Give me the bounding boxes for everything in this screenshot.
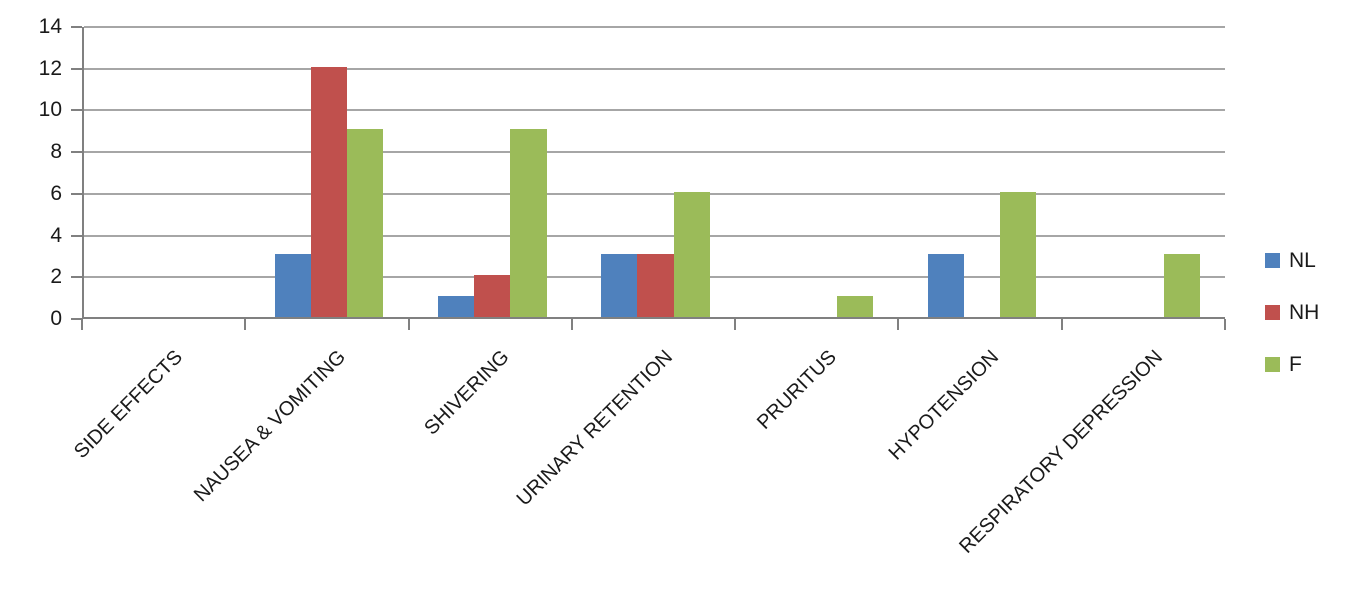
x-category-label-urinary-retention: URINARY RETENTION	[512, 346, 678, 511]
y-tick-label-12: 12	[38, 56, 62, 80]
y-tick-label-10: 10	[38, 98, 62, 122]
legend-swatch-f	[1265, 356, 1280, 372]
y-tick-mark	[71, 151, 82, 154]
gridline-y-4	[84, 234, 1225, 237]
bar-f-shivering	[510, 129, 547, 317]
bar-f-urinary-retention	[673, 191, 710, 317]
legend-swatch-nl	[1265, 252, 1280, 268]
bar-nl-nausea-vomiting	[274, 254, 311, 317]
plot-area	[82, 26, 1225, 319]
legend-item-nh: NH	[1265, 300, 1319, 324]
x-tick-mark	[1224, 319, 1226, 330]
legend-label-f: F	[1289, 352, 1302, 376]
x-tick-mark	[81, 319, 83, 330]
bar-nh-shivering	[474, 275, 511, 317]
x-category-label-nausea-vomiting: NAUSEA & VOMITING	[190, 346, 351, 507]
x-tick-mark	[1060, 319, 1063, 330]
y-tick-mark	[71, 192, 82, 195]
gridline-y-12	[84, 67, 1225, 70]
bar-nh-urinary-retention	[637, 254, 674, 317]
y-tick-mark	[71, 67, 82, 70]
x-tick-mark	[570, 319, 573, 330]
gridline-y-8	[84, 151, 1225, 154]
legend-item-f: F	[1265, 352, 1302, 376]
y-tick-label-0: 0	[50, 307, 62, 330]
y-tick-mark	[71, 109, 82, 112]
bar-nl-urinary-retention	[601, 254, 638, 317]
y-tick-mark	[71, 26, 82, 28]
y-tick-label-2: 2	[50, 265, 62, 289]
y-tick-mark	[71, 276, 82, 279]
y-tick-label-14: 14	[38, 15, 62, 38]
bar-nl-shivering	[437, 296, 475, 317]
x-category-label-hypotension: HYPOTENSION	[885, 346, 1004, 465]
y-tick-label-8: 8	[50, 140, 62, 164]
y-tick-mark	[71, 234, 82, 237]
legend-item-nl: NL	[1265, 248, 1316, 272]
bar-f-respiratory-depression	[1163, 254, 1200, 317]
x-category-label-side-effects: SIDE EFFECTS	[70, 346, 188, 463]
y-tick-label-4: 4	[50, 223, 62, 247]
x-tick-mark	[407, 319, 410, 330]
bar-nl-hypotension	[927, 254, 964, 317]
x-category-label-shivering: SHIVERING	[420, 346, 514, 440]
legend-swatch-nh	[1265, 304, 1280, 320]
x-tick-mark	[734, 319, 737, 330]
gridline-y-14	[84, 26, 1225, 28]
legend-label-nh: NH	[1289, 300, 1320, 324]
x-tick-mark	[244, 319, 247, 330]
bar-f-pruritus	[836, 296, 874, 317]
x-tick-mark	[897, 319, 900, 330]
y-tick-mark	[71, 318, 82, 320]
bar-f-hypotension	[1000, 191, 1037, 317]
bar-nh-nausea-vomiting	[310, 66, 348, 317]
gridline-y-10	[84, 109, 1225, 112]
bar-f-nausea-vomiting	[347, 129, 384, 317]
y-tick-label-6: 6	[50, 181, 62, 205]
x-category-label-pruritus: PRURITUS	[752, 346, 841, 434]
gridline-y-6	[84, 192, 1225, 195]
legend-label-nl: NL	[1289, 248, 1316, 272]
